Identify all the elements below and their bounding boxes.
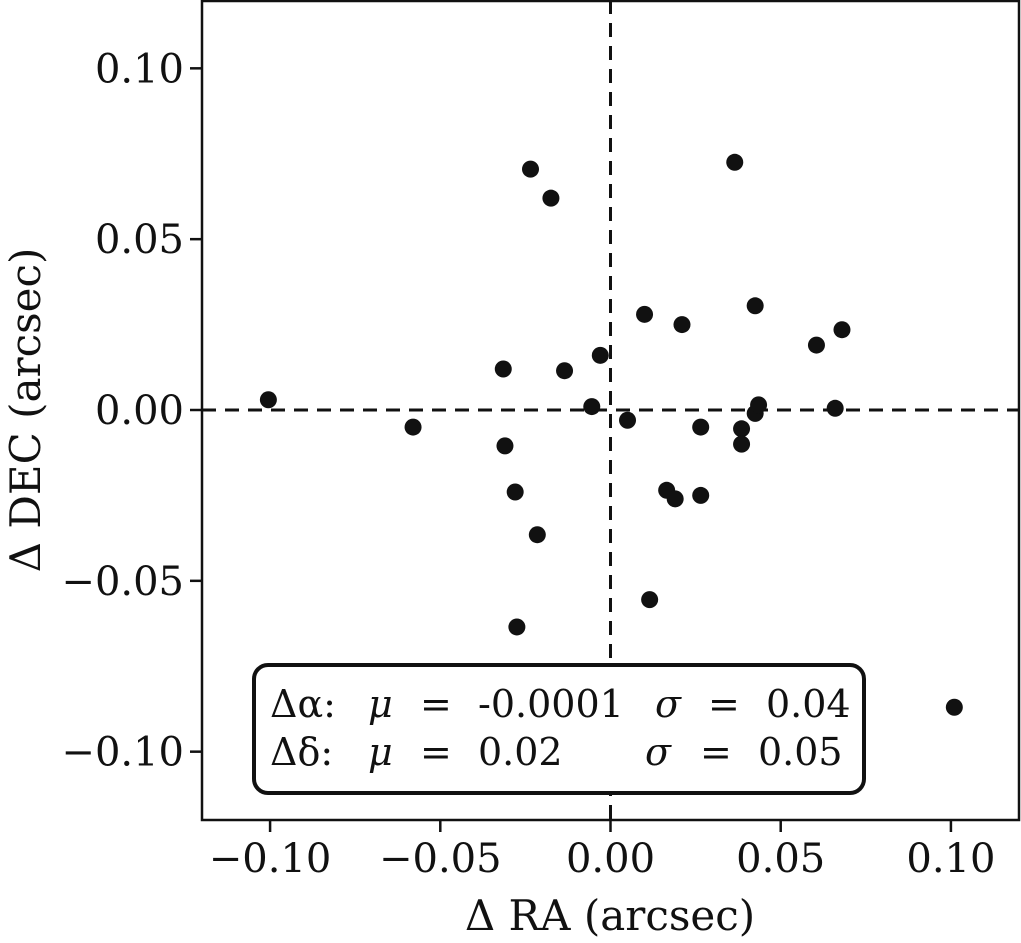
dec-mu-value: 0.02: [478, 730, 563, 774]
dec-sigma-value: 0.05: [758, 730, 843, 774]
data-point: [591, 346, 609, 364]
data-point: [522, 160, 540, 178]
x-tick-label: −0.10: [209, 836, 332, 882]
y-tick-label: 0.10: [95, 46, 184, 92]
dec-sigma-equals: =: [700, 730, 732, 774]
data-point: [833, 321, 851, 339]
data-point: [556, 362, 574, 380]
data-point: [733, 435, 751, 453]
data-point: [733, 420, 751, 438]
data-point: [528, 526, 546, 544]
x-tick-label: −0.05: [379, 836, 502, 882]
data-point: [494, 360, 512, 378]
x-tick-label: 0.05: [736, 836, 825, 882]
data-point: [750, 396, 768, 414]
y-axis-ticks: −0.10 −0.05 0.00 0.05 0.10: [61, 46, 202, 776]
data-point: [404, 418, 422, 436]
data-point: [692, 486, 710, 504]
data-point: [826, 399, 844, 417]
x-tick-label: 0.10: [906, 836, 995, 882]
data-point: [583, 398, 601, 416]
data-point: [619, 411, 637, 429]
ra-sigma-symbol: σ: [655, 682, 682, 726]
dec-mu-equals: =: [420, 730, 452, 774]
ra-mu-equals: =: [420, 682, 452, 726]
ra-mu-value: -0.0001: [478, 682, 624, 726]
ra-offset-label: Δα:: [270, 682, 336, 726]
y-tick-label: −0.05: [61, 559, 184, 605]
statistics-box-frame: [252, 663, 866, 795]
statistics-annotation-box: Δα: μ = -0.0001 σ = 0.04 Δδ: μ = 0.02 σ …: [252, 663, 866, 795]
x-axis-ticks: −0.10 −0.05 0.00 0.05 0.10: [209, 820, 995, 882]
data-point: [945, 698, 963, 716]
y-tick-label: −0.10: [61, 730, 184, 776]
y-tick-label: 0.00: [95, 388, 184, 434]
data-point: [542, 189, 560, 207]
data-point: [666, 490, 684, 508]
data-point: [746, 297, 764, 315]
x-tick-label: 0.00: [566, 836, 655, 882]
dec-sigma-symbol: σ: [645, 730, 672, 774]
ra-mu-symbol: μ: [368, 682, 393, 726]
y-axis-label: Δ DEC (arcsec): [1, 248, 50, 573]
data-point: [673, 316, 691, 334]
data-point: [636, 305, 654, 323]
ra-sigma-equals: =: [708, 682, 740, 726]
dec-mu-symbol: μ: [368, 730, 393, 774]
ra-sigma-value: 0.04: [766, 682, 851, 726]
data-point: [692, 418, 710, 436]
dec-offset-label: Δδ:: [270, 730, 333, 774]
data-point: [726, 153, 744, 171]
data-point: [807, 336, 825, 354]
data-point: [506, 483, 524, 501]
data-point: [641, 591, 659, 609]
data-point: [496, 437, 514, 455]
y-tick-label: 0.05: [95, 217, 184, 263]
data-point: [508, 618, 526, 636]
data-point: [259, 391, 277, 409]
x-axis-label: Δ RA (arcsec): [465, 891, 755, 940]
data-points: [259, 153, 963, 716]
